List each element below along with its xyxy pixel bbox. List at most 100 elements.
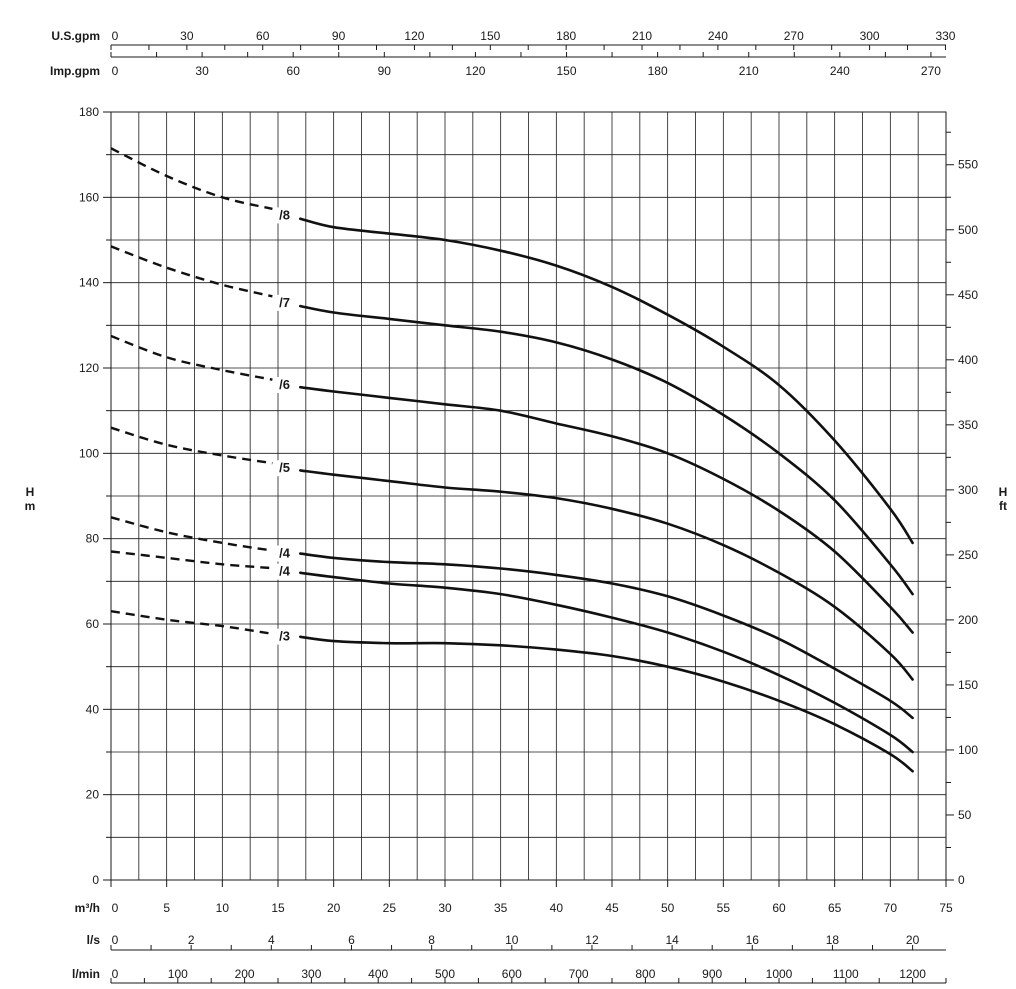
usgpm-tick-label: 180 [556,29,576,43]
impgpm-tick-label: 270 [921,64,941,78]
x-tick-label: 70 [884,901,898,915]
ft-tick-label: 500 [958,223,978,237]
ft-tick-label: 350 [958,418,978,432]
x-tick-label: 75 [939,901,953,915]
curve-dashed-segment [110,245,273,298]
right-axis-label-ft: ft [999,499,1007,513]
curve-solid-segment [299,635,914,773]
ft-tick-label: 100 [958,743,978,757]
curve-label-background [273,563,296,580]
lmin-tick-label: 400 [368,967,388,981]
right-axis-label-h: H [999,485,1008,499]
usgpm-tick-label: 270 [784,29,804,43]
impgpm-tick-label: 180 [648,64,668,78]
impgpm-tick-label: 30 [195,64,209,78]
ls-tick-label: 16 [746,933,760,947]
usgpm-tick-label: 210 [632,29,652,43]
ft-tick-label: 0 [958,873,965,887]
x-tick-label: 5 [163,901,170,915]
ft-tick-label: 400 [958,353,978,367]
lmin-tick-label: 1200 [899,967,926,981]
grid [111,112,946,880]
ls-tick-label: 14 [665,933,679,947]
ft-tick-label: 150 [958,678,978,692]
ft-tick-label: 300 [958,483,978,497]
lmin-tick-label: 900 [702,967,722,981]
impgpm-tick-label: 60 [287,64,301,78]
usgpm-tick-label: 240 [708,29,728,43]
impgpm-tick-label: 150 [557,64,577,78]
left-axis-label-h: H [26,485,35,499]
ls-tick-label: 4 [268,933,275,947]
lmin-tick-label: 100 [168,967,188,981]
curve-solid-segment [299,571,914,754]
x-tick-label: 0 [112,901,119,915]
curve-dashed-segment [110,334,273,381]
imp-gpm-unit-label: Imp.gpm [50,64,100,78]
curve-label: /4 [279,546,291,561]
usgpm-tick-label: 300 [860,29,880,43]
x-tick-label: 40 [550,901,564,915]
lmin-tick-label: 500 [435,967,455,981]
usgpm-tick-label: 150 [480,29,500,43]
curve-label: /7 [279,295,290,310]
ft-tick-label: 50 [958,808,972,822]
lmin-tick-label: 200 [235,967,255,981]
x-tick-label: 65 [828,901,842,915]
y-tick-label: 0 [92,873,99,887]
ls-tick-label: 0 [112,933,119,947]
y-tick-label: 80 [86,532,100,546]
y-tick-label: 160 [79,190,99,204]
curve-solid-segment [299,385,914,634]
y-tick-label: 20 [86,788,100,802]
x-tick-label: 45 [605,901,619,915]
y-tick-label: 140 [79,276,99,290]
x-tick-label: 20 [327,901,341,915]
lmin-tick-label: 800 [635,967,655,981]
ls-tick-label: 2 [188,933,195,947]
left-axis-label-m: m [25,499,36,513]
curve-label: /6 [279,377,290,392]
ft-tick-label: 200 [958,613,978,627]
x-tick-label: 50 [661,901,675,915]
impgpm-tick-label: 120 [465,64,485,78]
y-tick-label: 180 [79,105,99,119]
curve-label-background [273,377,296,393]
ft-tick-label: 550 [958,158,978,172]
x-tick-label: 15 [271,901,285,915]
x-tick-label: 60 [772,901,786,915]
usgpm-tick-label: 60 [256,29,270,43]
x-tick-label: 55 [717,901,731,915]
y-tick-label: 60 [86,617,100,631]
x-tick-label: 35 [494,901,508,915]
curve-label: /8 [279,207,290,222]
lmin-unit-label: l/min [72,967,100,981]
curve-label-background [273,545,296,562]
curves [110,147,914,773]
usgpm-tick-label: 30 [180,29,194,43]
ft-tick-label: 250 [958,548,978,562]
impgpm-tick-label: 210 [739,64,759,78]
ft-tick-label: 450 [958,288,978,302]
curve-dashed-segment [110,516,273,552]
lmin-tick-label: 0 [112,967,119,981]
lmin-tick-label: 300 [301,967,321,981]
impgpm-tick-label: 90 [378,64,392,78]
ls-unit-label: l/s [87,933,101,947]
ls-tick-label: 20 [906,933,920,947]
curve-solid-segment [299,552,914,720]
curve-dashed-segment [110,147,273,211]
curve-dashed-segment [110,610,273,635]
impgpm-tick-label: 0 [112,64,119,78]
curve-label-background [273,460,296,477]
x-axis-unit-label: m³/h [75,901,100,915]
impgpm-tick-label: 240 [830,64,850,78]
curve-solid-segment [299,469,914,681]
curve-dashed-segment [110,426,273,465]
lmin-tick-label: 1000 [766,967,793,981]
curve-label: /3 [279,629,290,644]
curve-dashed-segment [110,550,273,570]
x-tick-label: 25 [383,901,397,915]
curve-labels: /8/7/6/5/4/4/3 [273,207,296,645]
